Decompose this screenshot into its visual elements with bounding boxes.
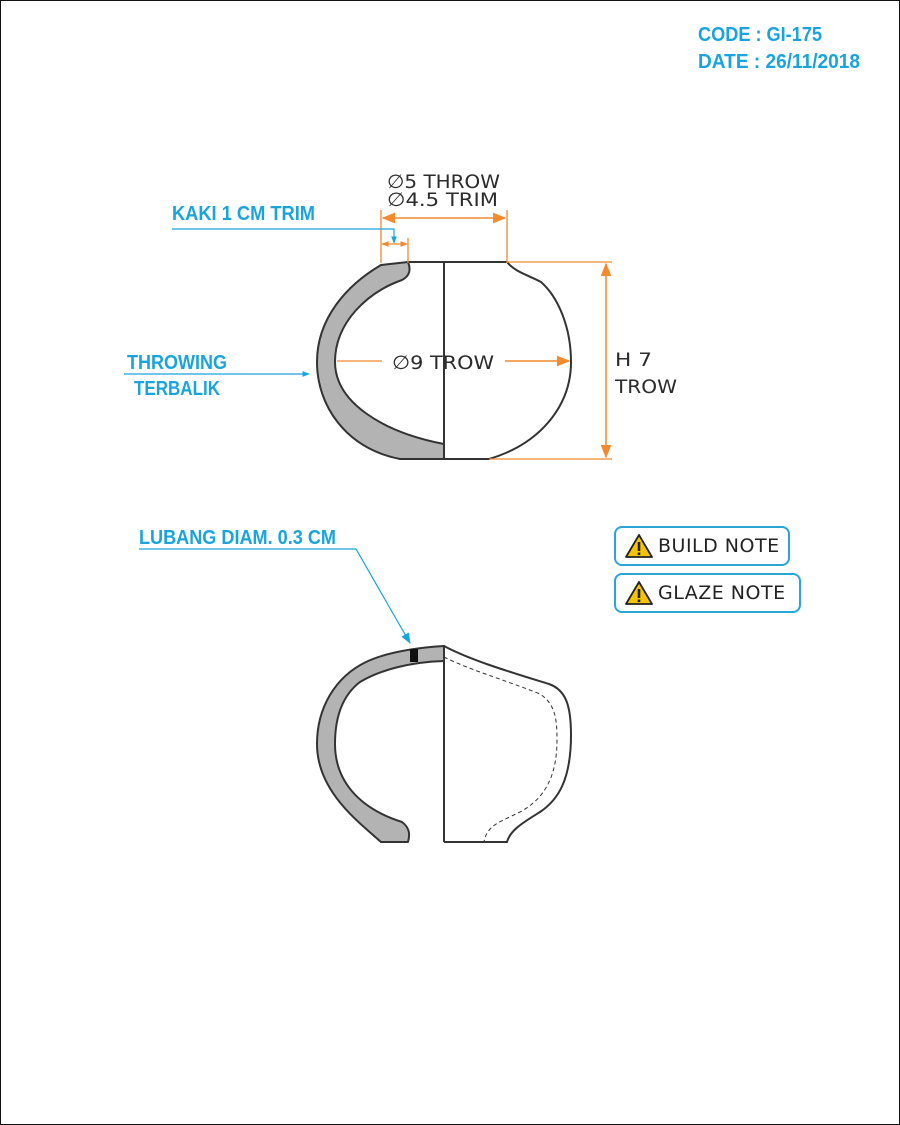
height-label-line2: TROW bbox=[614, 376, 677, 398]
bottom-right-profile bbox=[443, 645, 572, 843]
warning-icon bbox=[625, 534, 653, 558]
body-diameter-label: ∅9 TROW bbox=[392, 352, 494, 374]
throwing-callout-line2: TERBALIK bbox=[134, 378, 220, 400]
height-label-line1: H 7 bbox=[615, 349, 652, 371]
diameter-trim-label: ∅4.5 TRIM bbox=[387, 189, 498, 211]
hole-leader bbox=[139, 548, 411, 644]
top-wall-section bbox=[316, 261, 445, 460]
top-dimensions bbox=[337, 210, 612, 460]
build-note-label: BUILD NOTE bbox=[658, 535, 780, 557]
glaze-note-label: GLAZE NOTE bbox=[658, 582, 786, 604]
code-label: CODE : GI-175 bbox=[698, 24, 822, 46]
diameter-throw-label: ∅5 THROW bbox=[387, 171, 500, 193]
foot-trim-callout: KAKI 1 CM TRIM bbox=[172, 203, 315, 225]
hole-marker bbox=[410, 649, 418, 662]
date-label: DATE : 26/11/2018 bbox=[698, 51, 860, 73]
throwing-callout-line1: THROWING bbox=[127, 352, 227, 374]
warning-icon bbox=[625, 581, 653, 605]
build-note-button[interactable]: BUILD NOTE bbox=[614, 526, 790, 566]
glaze-note-button[interactable]: GLAZE NOTE bbox=[614, 573, 801, 613]
top-section-view bbox=[316, 261, 572, 460]
bottom-inner-dashed-profile bbox=[443, 656, 558, 843]
bottom-section-view bbox=[316, 645, 572, 843]
bottom-wall-section bbox=[316, 645, 445, 843]
hole-callout: LUBANG DIAM. 0.3 CM bbox=[139, 527, 336, 549]
top-right-profile bbox=[408, 261, 572, 460]
foot-trim-leader bbox=[172, 228, 397, 244]
